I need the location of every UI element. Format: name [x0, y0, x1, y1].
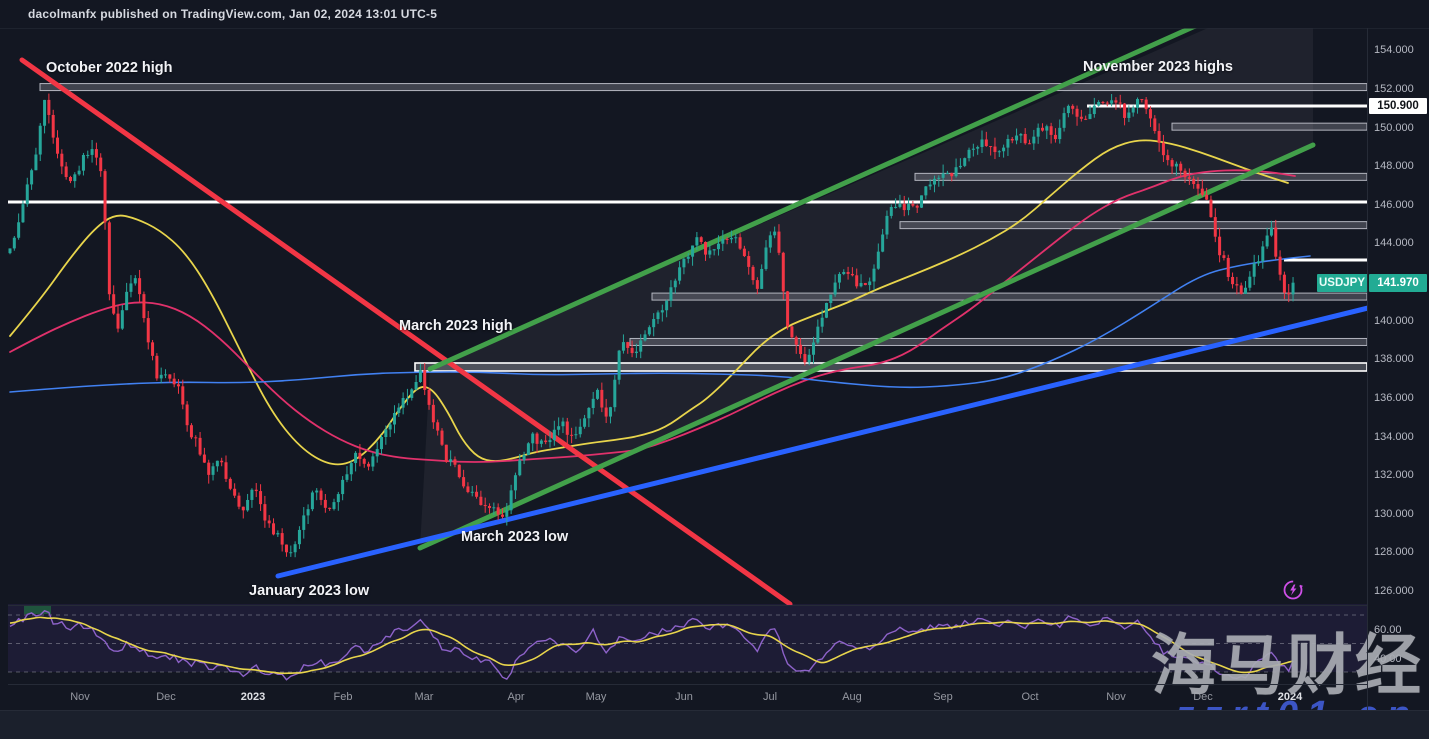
blue-uptrend: [275, 305, 1367, 579]
trend-channel-fill: [420, 28, 1313, 548]
pane-divider[interactable]: [8, 605, 1367, 606]
price-tick-label: 152.000: [1374, 83, 1414, 95]
watermark-cjk: 海马财经: [1151, 628, 1423, 702]
time-tick-label: Dec: [1193, 691, 1213, 703]
header-divider: [0, 27, 1429, 29]
green-channel-upper: [427, 28, 1197, 372]
price-tick-label: 138.000: [1374, 353, 1414, 366]
candlesticks: [8, 93, 1295, 558]
last-price-label: 141.970: [1369, 273, 1427, 292]
time-tick-label: Oct: [1021, 691, 1039, 703]
price-tick-label: 132.000: [1374, 469, 1414, 482]
pink-ma: [9, 169, 1296, 463]
139-zone: [629, 337, 1367, 346]
time-tick-label: Sep: [933, 691, 953, 703]
price-tick-label: 150.000: [1374, 121, 1414, 134]
main-chart-layer: [8, 28, 1367, 605]
time-tick-label: 2024: [1277, 691, 1303, 703]
yellow-ma: [9, 139, 1289, 466]
rsi-background-fill: [8, 604, 1367, 672]
price-tick-label: 148.000: [1374, 160, 1414, 173]
price-tick-label: 146.000: [1374, 198, 1414, 211]
time-tick-label: Apr: [507, 691, 525, 703]
price-level-label: 150.900: [1369, 98, 1427, 114]
timeaxis-divider: [8, 684, 1367, 685]
time-tick-label: Feb: [333, 691, 353, 703]
chart-annotation: October 2022 high: [46, 60, 173, 76]
time-tick-label: Mar: [414, 691, 434, 703]
publish-header: dacolmanfx published on TradingView.com,…: [28, 7, 438, 21]
rsi-indicator-layer: [8, 604, 1367, 681]
price-tick-label: 144.000: [1374, 237, 1414, 250]
150-zone: [1171, 122, 1367, 131]
rsi-overbought-patch: [24, 605, 51, 614]
chart-annotation: March 2023 low: [461, 529, 569, 545]
147-zone: [914, 172, 1367, 181]
time-tick-label: Jul: [762, 691, 778, 703]
time-tick-label: Aug: [842, 691, 862, 703]
footer-bar: TradingView: [0, 710, 1429, 739]
oct-2022-high-zone: [39, 83, 1367, 92]
priceaxis-divider: [1367, 28, 1368, 710]
time-tick-label: May: [585, 691, 607, 703]
green-channel-lower: [417, 142, 1316, 551]
flash-refresh-icon[interactable]: [1281, 578, 1305, 602]
chart-annotation: November 2023 highs: [1083, 59, 1233, 75]
time-tick-label: Jun: [675, 691, 693, 703]
symbol-price-tag: USDJPY: [1317, 273, 1369, 292]
rsi-smoothed-line: [9, 616, 1294, 675]
price-tick-label: 126.000: [1374, 585, 1414, 598]
141-zone: [651, 292, 1367, 301]
chart-annotation: January 2023 low: [249, 583, 370, 599]
price-tick-label: 136.000: [1374, 391, 1414, 404]
price-tick-label: 128.000: [1374, 546, 1414, 559]
time-tick-label: Nov: [70, 691, 90, 703]
price-tick-label: 130.000: [1374, 507, 1414, 520]
red-downtrend: [19, 57, 793, 605]
time-tick-label: 2023: [240, 691, 266, 703]
white-support-band: [414, 362, 1367, 372]
chart-annotation: March 2023 high: [399, 318, 513, 334]
price-tick-label: 140.000: [1374, 314, 1414, 327]
blue-ma: [9, 255, 1311, 393]
time-tick-label: Dec: [156, 691, 176, 703]
rsi-tick-label: 40.00: [1374, 653, 1402, 665]
rsi-tick-label: 60.00: [1374, 624, 1402, 636]
price-tick-label: 134.000: [1374, 430, 1414, 443]
time-tick-label: Nov: [1106, 691, 1126, 703]
price-tick-label: 154.000: [1374, 44, 1414, 57]
